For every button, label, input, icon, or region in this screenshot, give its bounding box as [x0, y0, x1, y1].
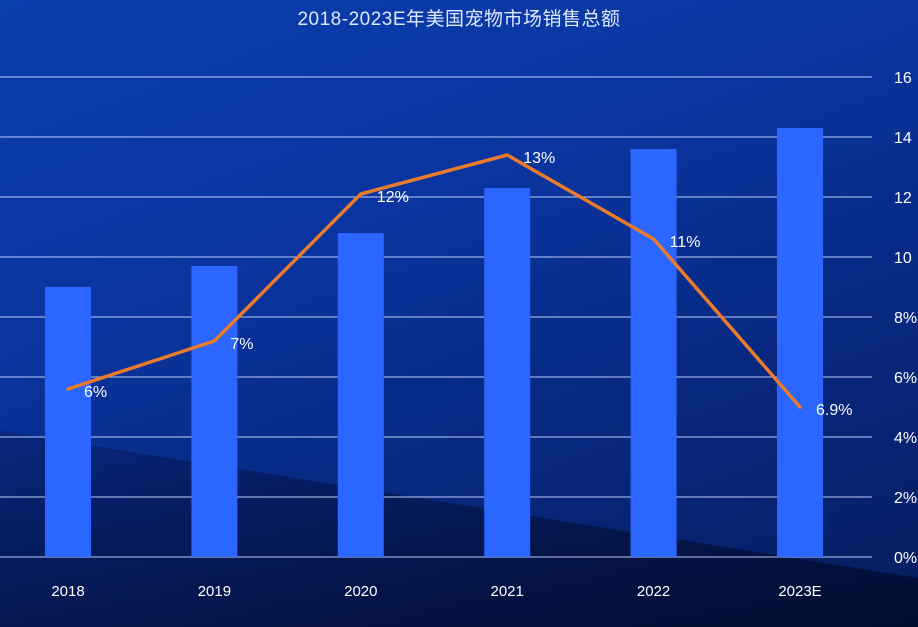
- x-axis-ticks: 2018 2019 2020 2021 2022 2023E: [51, 583, 821, 600]
- data-labels: 6% 7% 12% 13% 11% 6.9%: [84, 150, 852, 419]
- bar: [45, 287, 91, 557]
- y-tick-label: 4%: [894, 430, 917, 447]
- line-data-label: 12%: [377, 189, 409, 206]
- line-data-label: 7%: [230, 336, 253, 353]
- bar: [191, 266, 238, 557]
- y-tick-label: 8%: [894, 310, 917, 327]
- bar: [630, 149, 677, 557]
- y-tick-label: 12: [894, 190, 912, 207]
- bar: [337, 233, 384, 557]
- x-tick-label: 2022: [637, 583, 670, 600]
- x-tick-label: 2020: [344, 583, 377, 600]
- line-data-label: 6%: [84, 384, 107, 401]
- chart-title: 2018-2023E年美国宠物市场销售总额: [297, 9, 621, 30]
- growth-line: [66, 153, 802, 409]
- bar-series: [45, 128, 823, 557]
- y-axis-ticks: 0% 2% 4% 6% 8% 10 12 14 16: [894, 70, 917, 567]
- y-tick-label: 14: [894, 130, 912, 147]
- line-data-label: 13%: [523, 150, 555, 167]
- x-tick-label: 2018: [51, 583, 84, 600]
- y-tick-label: 0%: [894, 550, 917, 567]
- y-tick-label: 6%: [894, 370, 917, 387]
- x-tick-label: 2019: [198, 583, 231, 600]
- y-tick-label: 2%: [894, 490, 917, 507]
- line-data-label: 6.9%: [816, 402, 852, 419]
- grid-lines: [0, 76, 872, 558]
- x-tick-label: 2023E: [778, 583, 821, 600]
- line-data-label: 11%: [670, 234, 701, 251]
- y-tick-label: 10: [894, 250, 912, 267]
- bar: [777, 128, 823, 557]
- bar: [484, 188, 531, 557]
- line-series: [66, 153, 802, 409]
- x-tick-label: 2021: [491, 583, 524, 600]
- y-tick-label: 16: [894, 70, 912, 87]
